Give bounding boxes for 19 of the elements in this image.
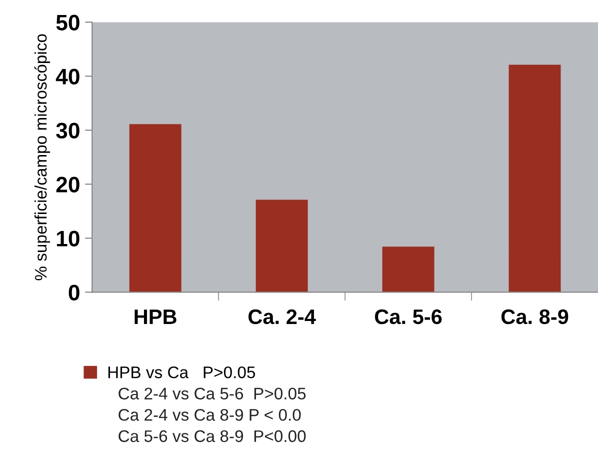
y-tick-label: 10 [56, 230, 80, 246]
x-tick-label: HPB [134, 310, 176, 324]
x-tick-label: Ca. 2-4 [248, 309, 316, 324]
y-axis-title: % superficie/campo microscópico [34, 34, 50, 280]
y-tick-label: 30 [56, 122, 80, 138]
y-tick-label: 50 [56, 14, 80, 30]
bar [508, 64, 561, 292]
y-tick-label: 40 [56, 68, 80, 84]
bar [256, 200, 308, 292]
y-tick-label: 0 [68, 284, 80, 300]
x-tick-label: Ca. 5-6 [374, 309, 442, 324]
text: Ca 5-6 vs Ca 8-9 P<0.00 [118, 430, 306, 442]
bar [382, 246, 434, 292]
bar [129, 124, 182, 292]
text: Ca 2-4 vs Ca 5-6 P>0.05 [118, 388, 306, 400]
x-tick-label: Ca. 8-9 [501, 309, 568, 324]
text: Ca 2-4 vs Ca 8-9 P < 0.0 [118, 408, 301, 421]
y-tick-label: 20 [56, 176, 80, 192]
legend-label: HPB vs Ca P>0.05 [108, 366, 256, 378]
